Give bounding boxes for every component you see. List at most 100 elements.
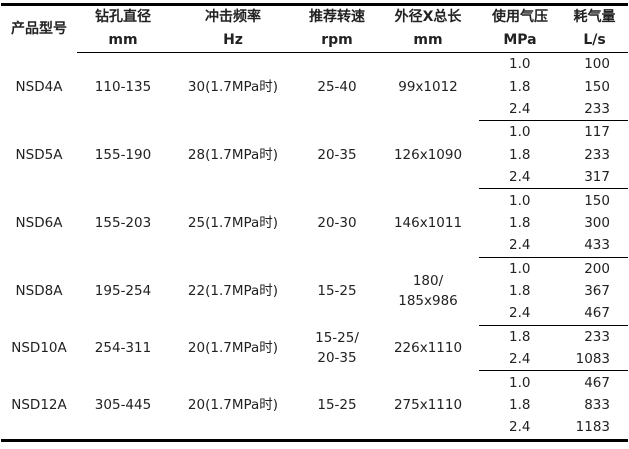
- size-cell: 180/185x986: [377, 257, 479, 325]
- pressure-cell: 2.4: [479, 302, 561, 326]
- flow-cell: 150: [584, 78, 610, 95]
- pressure-cell: 2.4: [509, 419, 531, 436]
- unit-freq: Hz: [169, 29, 297, 53]
- model-cell: NSD12A: [11, 396, 67, 413]
- cell-line: 15-25: [317, 396, 357, 413]
- unit-flow: L/s: [561, 29, 628, 53]
- pressure-cell: 1.0: [509, 124, 531, 141]
- rpm-cell: 15-25: [297, 371, 377, 440]
- header-size: 外径X总长: [394, 9, 462, 25]
- drill-cell: 155-203: [94, 214, 152, 231]
- unit-pressure: MPa: [479, 29, 561, 53]
- drill-cell: 195-254: [94, 283, 152, 300]
- freq-cell: 25(1.7MPa时): [187, 214, 279, 231]
- pressure-cell: 1.0: [509, 374, 531, 391]
- cell-line: 99x1012: [398, 78, 458, 95]
- model-cell: NSD5A: [15, 146, 63, 163]
- size-cell: 275x1110: [377, 371, 479, 440]
- cell-line: 20-30: [317, 214, 357, 231]
- flow-cell: 467: [584, 374, 610, 391]
- header-row: 产品型号 钻孔直径 冲击频率 推荐转速 外径X总长 使用气压 耗气量: [1, 5, 628, 37]
- table-row: NSD6A 155-203 25(1.7MPa时) 20-30 146x1011 1.0 1…: [1, 189, 628, 231]
- header-freq: 冲击频率: [205, 9, 261, 25]
- header-flow: 耗气量: [573, 9, 616, 25]
- table-row: 1.8 233: [1, 144, 628, 166]
- rpm-cell: 20-30: [297, 189, 377, 257]
- flow-cell: 117: [584, 124, 610, 141]
- table-row: 2.4 233: [1, 97, 628, 122]
- pressure-cell: 1.8: [509, 397, 531, 414]
- pressure-cell: 1.8: [509, 78, 531, 95]
- cell-line: 20-35: [317, 146, 357, 163]
- freq-cell: 22(1.7MPa时): [187, 283, 279, 300]
- flow-cell: 833: [584, 397, 610, 414]
- flow-cell: 150: [584, 192, 610, 209]
- freq-cell: 20(1.7MPa时): [187, 340, 279, 357]
- pressure-cell: 2.4: [479, 348, 561, 372]
- flow-cell: 1083: [561, 348, 628, 372]
- size-cell: 146x1011: [377, 189, 479, 257]
- pressure-cell: 1.8: [509, 328, 531, 345]
- flow-cell: 100: [584, 56, 610, 73]
- drill-cell: 305-445: [94, 396, 152, 413]
- pressure-cell: 2.4: [479, 234, 561, 258]
- unit-drill: mm: [77, 29, 169, 53]
- model-cell: NSD6A: [15, 214, 63, 231]
- flow-cell: 300: [584, 214, 610, 231]
- spec-table: 产品型号 钻孔直径 冲击频率 推荐转速 外径X总长 使用气压 耗气量 mm Hz…: [1, 3, 628, 442]
- flow-cell: 317: [561, 165, 628, 190]
- rpm-cell: 15-25: [297, 257, 377, 325]
- drill-cell: 110-135: [94, 78, 152, 95]
- table-row: 1.8 833: [1, 394, 628, 416]
- freq-cell: 28(1.7MPa时): [187, 146, 279, 163]
- size-cell: 226x1110: [377, 325, 479, 371]
- pressure-cell: 1.0: [509, 56, 531, 73]
- header-rpm: 推荐转速: [309, 9, 365, 25]
- pressure-cell: 2.4: [479, 97, 561, 122]
- cell-line: 275x1110: [393, 396, 463, 413]
- table-row: NSD12A 305-445 20(1.7MPa时) 15-25 275x1110 1.0…: [1, 371, 628, 413]
- flow-cell: 200: [584, 260, 610, 277]
- table-row: 2.4 1183: [1, 416, 628, 440]
- table-row: 1.8 367: [1, 280, 628, 302]
- header-drill: 钻孔直径: [95, 9, 151, 25]
- cell-line: 20-35: [317, 350, 357, 367]
- model-cell: NSD10A: [11, 340, 67, 357]
- freq-cell: 20(1.7MPa时): [187, 396, 279, 413]
- unit-rpm: rpm: [297, 29, 377, 53]
- pressure-cell: 2.4: [479, 165, 561, 190]
- table-row: NSD5A 155-190 28(1.7MPa时) 20-35 126x1090 1.0 1…: [1, 121, 628, 162]
- table-row: 1.8 300: [1, 212, 628, 234]
- pressure-cell: 1.8: [509, 146, 531, 163]
- drill-cell: 155-190: [94, 146, 152, 163]
- pressure-cell: 1.8: [509, 283, 531, 300]
- flow-cell: 367: [584, 283, 610, 300]
- rpm-cell: 15-25/20-35: [297, 325, 377, 371]
- table-row: 2.4 1083: [1, 348, 628, 372]
- cell-line: 15-25: [317, 283, 357, 300]
- flow-cell: 233: [584, 146, 610, 163]
- unit-size: mm: [377, 29, 479, 53]
- cell-line: 25-40: [317, 78, 357, 95]
- table-row: 2.4 317: [1, 165, 628, 190]
- cell-line: 146x1011: [393, 214, 463, 231]
- table-row: 2.4 433: [1, 234, 628, 258]
- flow-cell: 1183: [575, 419, 610, 436]
- cell-line: 185x986: [398, 293, 458, 310]
- size-cell: 99x1012: [377, 53, 479, 121]
- cell-line: 126x1090: [393, 146, 463, 163]
- freq-cell: 30(1.7MPa时): [187, 78, 279, 95]
- header-pressure: 使用气压: [492, 9, 548, 25]
- header-model: 产品型号: [11, 20, 67, 37]
- model-cell: NSD4A: [15, 78, 63, 95]
- pressure-cell: 1.0: [509, 192, 531, 209]
- cell-line: 180/: [412, 273, 444, 290]
- flow-cell: 233: [561, 97, 628, 122]
- table-row: NSD10A 254-311 20(1.7MPa时) 15-25/20-35 226x1…: [1, 325, 628, 366]
- cell-line: 226x1110: [393, 340, 463, 357]
- cell-line: 15-25/: [315, 330, 359, 347]
- drill-cell: 254-311: [94, 340, 152, 357]
- flow-cell: 467: [561, 302, 628, 326]
- pressure-cell: 1.0: [509, 260, 531, 277]
- table-row: NSD8A 195-254 22(1.7MPa时) 15-25 180/185x986 1…: [1, 257, 628, 309]
